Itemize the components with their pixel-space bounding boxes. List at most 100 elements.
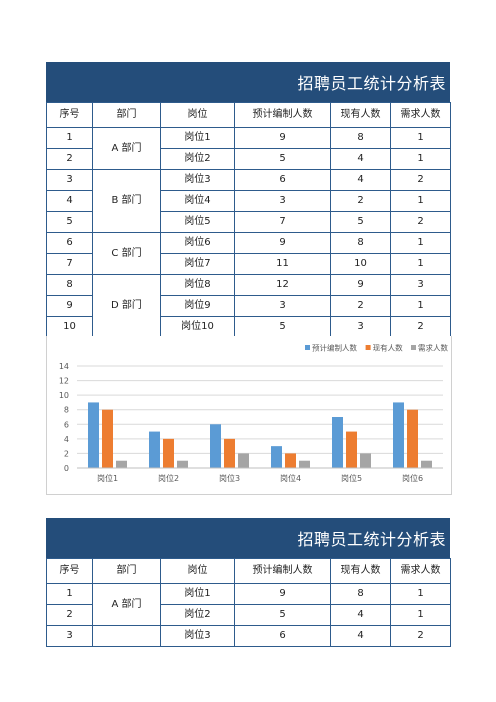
cell-no[interactable]: 1 bbox=[46, 127, 93, 149]
cell-planned[interactable]: 5 bbox=[234, 604, 331, 626]
cell-post[interactable]: 岗位2 bbox=[160, 148, 235, 170]
y-tick-label: 4 bbox=[64, 435, 69, 444]
bar-chart[interactable]: 0 2 4 6 8 10 12 14 预计编制人数 现有人数 需求人数 岗位1 岗位2 岗位3 岗位4 岗位5… bbox=[46, 336, 452, 495]
cell-current[interactable]: 8 bbox=[330, 232, 391, 254]
cell-no[interactable]: 7 bbox=[46, 253, 93, 275]
cell-need[interactable]: 2 bbox=[390, 169, 451, 191]
cell-post[interactable]: 岗位8 bbox=[160, 274, 235, 296]
y-tick-label: 10 bbox=[59, 391, 69, 400]
cell-need[interactable]: 2 bbox=[390, 625, 451, 647]
cell-planned[interactable]: 11 bbox=[234, 253, 331, 275]
x-tick-label: 岗位5 bbox=[341, 473, 362, 483]
cell-no[interactable]: 2 bbox=[46, 148, 93, 170]
cell-need[interactable]: 2 bbox=[390, 316, 451, 338]
cell-dept[interactable]: A 部门 bbox=[92, 583, 161, 626]
cell-current[interactable]: 4 bbox=[330, 148, 391, 170]
x-tick-label: 岗位3 bbox=[219, 473, 240, 483]
cell-no[interactable]: 6 bbox=[46, 232, 93, 254]
cell-need[interactable]: 1 bbox=[390, 253, 451, 275]
cell-current[interactable]: 8 bbox=[330, 127, 391, 149]
header-dept[interactable]: 部门 bbox=[92, 558, 161, 584]
header-current[interactable]: 现有人数 bbox=[330, 102, 391, 128]
cell-post[interactable]: 岗位1 bbox=[160, 127, 235, 149]
cell-need[interactable]: 2 bbox=[390, 211, 451, 233]
legend-label: 需求人数 bbox=[418, 343, 448, 353]
table-row: 4 岗位4 3 2 1 bbox=[46, 190, 451, 212]
cell-current[interactable]: 4 bbox=[330, 625, 391, 647]
header-planned[interactable]: 预计编制人数 bbox=[234, 558, 331, 584]
cell-need[interactable]: 1 bbox=[390, 583, 451, 605]
cell-post[interactable]: 岗位1 bbox=[160, 583, 235, 605]
cell-current[interactable]: 4 bbox=[330, 604, 391, 626]
header-no[interactable]: 序号 bbox=[46, 558, 93, 584]
cell-post[interactable]: 岗位9 bbox=[160, 295, 235, 317]
cell-planned[interactable]: 7 bbox=[234, 211, 331, 233]
cell-planned[interactable]: 9 bbox=[234, 232, 331, 254]
x-tick-label: 岗位4 bbox=[280, 473, 301, 483]
cell-post[interactable]: 岗位3 bbox=[160, 169, 235, 191]
cell-dept[interactable]: D 部门 bbox=[92, 274, 161, 338]
cell-planned[interactable]: 9 bbox=[234, 583, 331, 605]
bar bbox=[177, 460, 188, 468]
cell-no[interactable]: 5 bbox=[46, 211, 93, 233]
stats-table: 序号 部门 岗位 预计编制人数 现有人数 需求人数 1 A 部门 岗位1 9 8… bbox=[46, 558, 451, 647]
cell-planned[interactable]: 5 bbox=[234, 316, 331, 338]
cell-need[interactable]: 1 bbox=[390, 604, 451, 626]
header-planned[interactable]: 预计编制人数 bbox=[234, 102, 331, 128]
cell-dept[interactable]: C 部门 bbox=[92, 232, 161, 275]
cell-need[interactable]: 1 bbox=[390, 295, 451, 317]
cell-dept[interactable]: B 部门 bbox=[92, 169, 161, 233]
bar bbox=[88, 402, 99, 468]
cell-post[interactable]: 岗位2 bbox=[160, 604, 235, 626]
cell-current[interactable]: 5 bbox=[330, 211, 391, 233]
cell-no[interactable]: 3 bbox=[46, 625, 93, 647]
cell-post[interactable]: 岗位4 bbox=[160, 190, 235, 212]
header-no[interactable]: 序号 bbox=[46, 102, 93, 128]
cell-current[interactable]: 2 bbox=[330, 295, 391, 317]
bar bbox=[149, 431, 160, 468]
cell-need[interactable]: 1 bbox=[390, 148, 451, 170]
cell-planned[interactable]: 5 bbox=[234, 148, 331, 170]
header-dept[interactable]: 部门 bbox=[92, 102, 161, 128]
cell-planned[interactable]: 9 bbox=[234, 127, 331, 149]
cell-no[interactable]: 8 bbox=[46, 274, 93, 296]
cell-no[interactable]: 1 bbox=[46, 583, 93, 605]
header-post[interactable]: 岗位 bbox=[160, 102, 235, 128]
cell-planned[interactable]: 6 bbox=[234, 625, 331, 647]
cell-current[interactable]: 8 bbox=[330, 583, 391, 605]
cell-current[interactable]: 9 bbox=[330, 274, 391, 296]
cell-need[interactable]: 1 bbox=[390, 127, 451, 149]
table-row: 2 岗位2 5 4 1 bbox=[46, 148, 451, 170]
cell-planned[interactable]: 3 bbox=[234, 295, 331, 317]
header-post[interactable]: 岗位 bbox=[160, 558, 235, 584]
cell-post[interactable]: 岗位7 bbox=[160, 253, 235, 275]
cell-planned[interactable]: 3 bbox=[234, 190, 331, 212]
cell-planned[interactable]: 12 bbox=[234, 274, 331, 296]
cell-dept[interactable] bbox=[92, 625, 161, 647]
cell-no[interactable]: 3 bbox=[46, 169, 93, 191]
cell-no[interactable]: 4 bbox=[46, 190, 93, 212]
header-current[interactable]: 现有人数 bbox=[330, 558, 391, 584]
table-row: 8 D 部门 岗位8 12 9 3 bbox=[46, 274, 451, 338]
cell-need[interactable]: 1 bbox=[390, 232, 451, 254]
cell-no[interactable]: 9 bbox=[46, 295, 93, 317]
cell-planned[interactable]: 6 bbox=[234, 169, 331, 191]
cell-current[interactable]: 10 bbox=[330, 253, 391, 275]
header-need[interactable]: 需求人数 bbox=[390, 102, 451, 128]
cell-no[interactable]: 10 bbox=[46, 316, 93, 338]
bar bbox=[421, 460, 432, 468]
cell-current[interactable]: 3 bbox=[330, 316, 391, 338]
cell-post[interactable]: 岗位10 bbox=[160, 316, 235, 338]
cell-current[interactable]: 2 bbox=[330, 190, 391, 212]
cell-post[interactable]: 岗位6 bbox=[160, 232, 235, 254]
table-row: 1 A 部门 岗位1 9 8 1 bbox=[46, 127, 451, 170]
cell-post[interactable]: 岗位3 bbox=[160, 625, 235, 647]
cell-need[interactable]: 3 bbox=[390, 274, 451, 296]
cell-post[interactable]: 岗位5 bbox=[160, 211, 235, 233]
cell-current[interactable]: 4 bbox=[330, 169, 391, 191]
cell-need[interactable]: 1 bbox=[390, 190, 451, 212]
cell-dept[interactable]: A 部门 bbox=[92, 127, 161, 170]
y-tick-label: 12 bbox=[59, 377, 69, 386]
cell-no[interactable]: 2 bbox=[46, 604, 93, 626]
header-need[interactable]: 需求人数 bbox=[390, 558, 451, 584]
